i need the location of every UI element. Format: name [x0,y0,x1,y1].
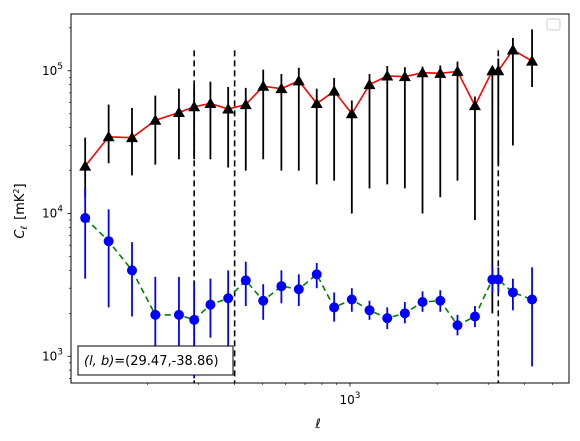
series-1-point-25 [527,294,538,305]
series-1-point-11 [293,284,304,295]
series-1-point-2 [127,265,138,276]
annotation-values: =(29.47,-38.86) [114,354,218,369]
series-0-point-4 [172,106,185,118]
y-axis-label-unit: [mK [13,193,28,220]
y-axis-label-main: C [13,229,28,239]
series-1-point-9 [258,295,269,306]
annotation-text: (l, b)=(29.47,-38.86) [84,354,219,369]
series-0-point-15 [363,78,376,90]
series-0-point-5 [188,100,201,112]
series-0-point-18 [416,66,429,78]
series-1-markers [80,213,538,331]
series-1-point-7 [223,293,234,304]
series-0-point-6 [204,97,217,109]
series-0-point-10 [275,82,288,94]
y-axis-label: Cℓ [mK2] [12,183,30,238]
series-1-point-0 [80,213,91,224]
series-1-point-19 [435,295,446,306]
series-0-errorbars [84,29,533,314]
series-0-point-0 [79,160,92,171]
series-0-point-14 [345,107,358,119]
series-0-line [84,48,533,167]
series-0-point-8 [239,98,252,110]
series-1-point-21 [469,311,480,322]
series-1-point-17 [399,308,410,319]
series-1-point-14 [346,294,357,305]
series-0-point-24 [506,43,519,55]
series-0-point-3 [149,114,162,125]
series-1-point-23 [493,274,504,285]
series-1-point-10 [276,281,287,292]
y-axis-label-unit-close: ] [13,183,28,188]
series-1-point-12 [311,269,322,280]
series-1-point-18 [417,297,428,308]
frame-layer [70,13,570,384]
plot-frame [70,13,570,384]
plot-area [79,29,539,383]
y-tick-label-exp: 4 [57,205,63,215]
series-1-line [84,217,533,327]
annotation-lb: (l, b) [84,354,114,369]
x-tick-label-exp: 3 [355,391,361,401]
series-0 [79,29,539,314]
series-0-markers [79,43,539,171]
series-1-point-24 [507,287,518,298]
series-1-point-20 [452,320,463,331]
series-0-point-13 [328,85,341,96]
series-1-point-5 [189,314,200,325]
y-tick-label-2: 105 [42,62,63,78]
series-1 [80,188,538,379]
series-1-point-15 [364,305,375,316]
annotation-frame [77,345,234,376]
legend-box [546,18,561,31]
annotation-box: (l, b)=(29.47,-38.86) [77,345,234,376]
series-0-point-9 [257,80,270,91]
y-tick-label-exp: 3 [57,347,63,357]
series-1-point-6 [205,299,216,310]
y-axis-label-unit-sup: 2 [12,188,21,193]
y-tick-label-1: 104 [42,205,63,221]
series-1-point-4 [173,309,184,320]
x-tick-label-base: 10 [339,393,354,407]
series-0-point-20 [451,65,464,76]
y-tick-label-base: 10 [42,64,57,78]
series-0-point-21 [468,99,481,111]
series-0-point-17 [398,70,411,82]
series-1-point-13 [329,302,340,313]
plot-layer [79,29,539,383]
y-tick-label-0: 103 [42,347,63,363]
y-tick-label-base: 10 [42,207,57,221]
series-0-point-19 [434,67,447,78]
series-0-point-7 [222,103,235,114]
series-0-point-2 [126,131,139,143]
series-0-point-25 [526,55,539,66]
x-axis-label: ℓ [314,417,320,432]
y-tick-label-base: 10 [42,349,57,363]
series-1-point-3 [150,309,161,320]
series-0-point-16 [381,69,394,81]
series-1-point-1 [103,236,114,247]
y-tick-label-exp: 5 [57,62,63,72]
x-tick-label-0: 103 [339,391,360,407]
series-0-point-11 [292,74,305,86]
y-axis-label-sub: ℓ [20,226,30,231]
series-0-point-12 [310,97,323,109]
series-1-point-16 [382,313,393,324]
series-1-point-8 [240,275,251,286]
series-0-point-23 [492,64,505,76]
series-0-point-1 [102,130,115,142]
